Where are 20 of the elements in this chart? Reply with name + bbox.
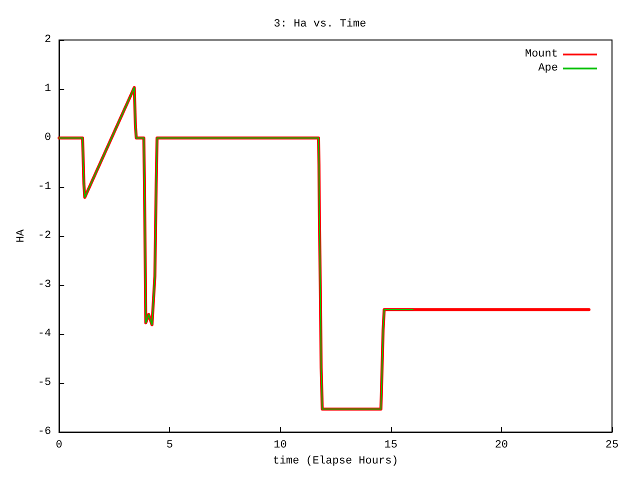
y-tick-label: -5 [38,377,52,390]
y-tick-label: -1 [38,181,52,194]
y-tick-label: -2 [38,230,52,242]
y-tick-label: -6 [38,426,52,438]
x-tick-label: 15 [384,440,398,452]
y-tick-label: -4 [38,328,52,340]
x-tick-label: 25 [605,440,619,452]
y-tick-label: -3 [38,279,52,292]
legend-label: Mount [524,48,558,60]
chart-title: 3: Ha vs. Time [274,18,366,30]
x-tick-label: 0 [56,440,62,452]
y-tick-label: 1 [44,83,52,96]
x-axis-title: time (Elapse Hours) [272,456,398,468]
x-tick-label: 5 [166,440,173,452]
legend-label: Ape [538,62,558,74]
x-tick-label: 20 [494,440,508,452]
y-axis-title: HA [16,229,28,243]
x-tick-label: 10 [274,440,287,452]
y-tick-label: 0 [44,132,52,144]
y-tick-label: 2 [44,34,52,46]
